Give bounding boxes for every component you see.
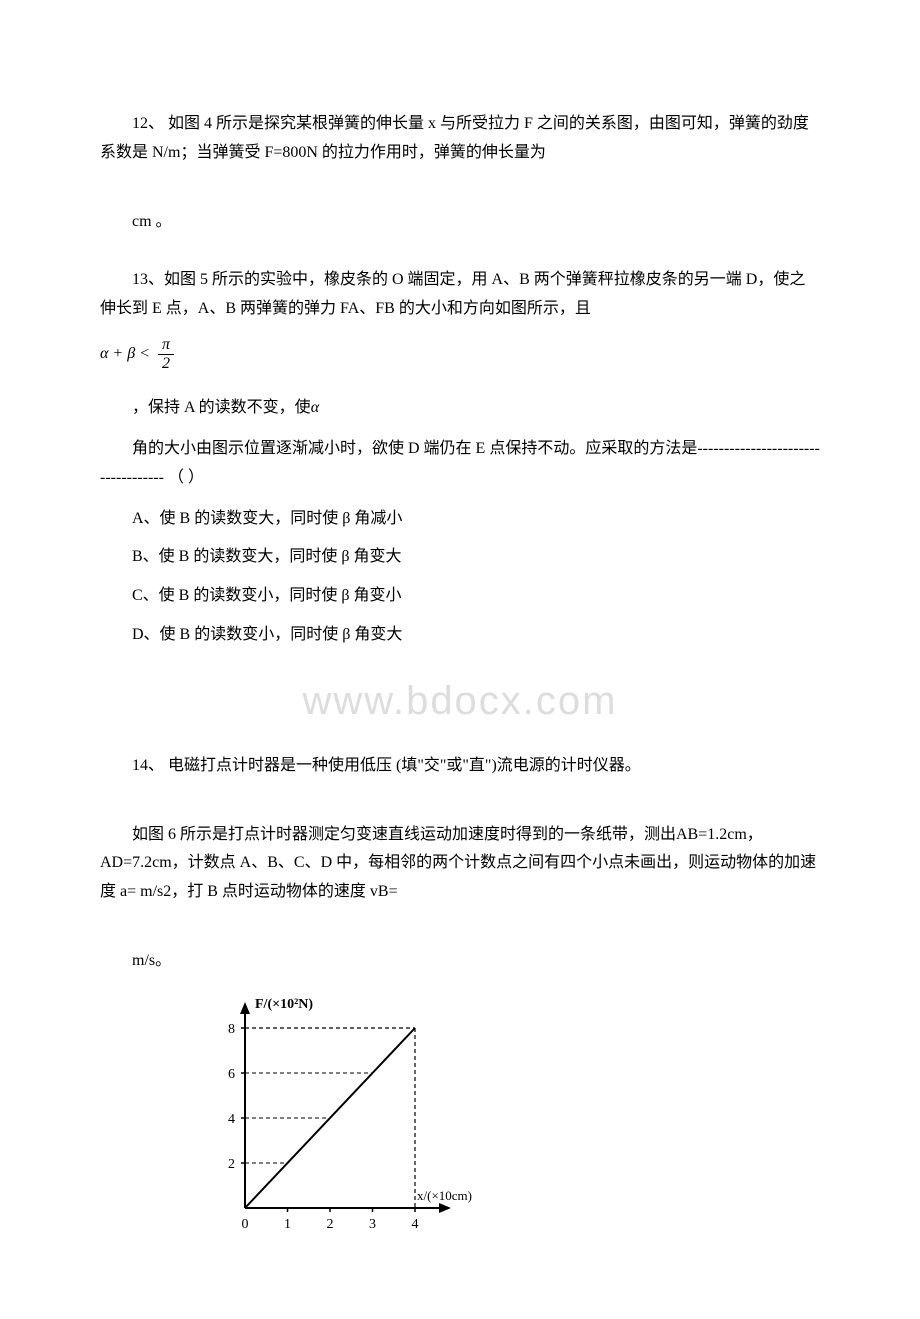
formula-numerator: π xyxy=(158,336,174,355)
svg-text:x/(×10cm): x/(×10cm) xyxy=(417,1188,472,1203)
q13-line3: 角的大小由图示位置逐渐减小时，欲使 D 端仍在 E 点保持不动。应采取的方法是-… xyxy=(100,435,820,493)
svg-text:2: 2 xyxy=(228,1157,235,1172)
svg-text:4: 4 xyxy=(412,1217,419,1232)
spacer xyxy=(100,248,820,266)
alpha-symbol: α xyxy=(311,399,319,416)
q13-line3-text: 角的大小由图示位置逐渐减小时，欲使 D 端仍在 E 点保持不动。应采取的方法是-… xyxy=(100,440,820,486)
q14-line2: 如图 6 所示是打点计时器测定匀变速直线运动加速度时得到的一条纸带，测出AB=1… xyxy=(100,821,820,907)
spacer xyxy=(100,376,820,394)
watermark: www.bdocx.com xyxy=(100,665,820,737)
formula-denominator: 2 xyxy=(158,355,174,373)
q13-line1: 13、如图 5 所示的实验中，橡皮条的 O 端固定，用 A、B 两个弹簧秤拉橡皮… xyxy=(100,266,820,324)
q13-option-a: A、使 B 的读数变大，同时使 β 角减小 xyxy=(100,505,820,534)
q13-option-d: D、使 B 的读数变小，同时使 β 角变大 xyxy=(100,621,820,650)
svg-text:2: 2 xyxy=(327,1217,334,1232)
chart-svg: 2 4 6 8 0 1 2 3 4 F/(×10²N) x/(×10cm) xyxy=(190,988,500,1248)
svg-text:3: 3 xyxy=(369,1217,376,1232)
spacer xyxy=(100,180,820,208)
q13-line2-text: ，保持 A 的读数不变，使 xyxy=(132,399,311,416)
q14-line1: 14、 电磁打点计时器是一种使用低压 (填"交"或"直")流电源的计时仪器。 xyxy=(100,752,820,781)
chart-figure: 2 4 6 8 0 1 2 3 4 F/(×10²N) x/(×10cm) xyxy=(190,988,820,1259)
svg-text:6: 6 xyxy=(228,1067,235,1082)
q13-line2: ，保持 A 的读数不变，使α xyxy=(100,394,820,423)
q12-line1: 12、 如图 4 所示是探究某根弹簧的伸长量 x 与所受拉力 F 之间的关系图，… xyxy=(100,110,820,168)
q13-option-b: B、使 B 的读数变大，同时使 β 角变大 xyxy=(100,543,820,572)
q14-line3: m/s。 xyxy=(100,947,820,976)
svg-text:0: 0 xyxy=(242,1217,249,1232)
svg-text:8: 8 xyxy=(228,1022,235,1037)
formula-lhs: α + β < xyxy=(100,345,150,362)
q13-option-c: C、使 B 的读数变小，同时使 β 角变小 xyxy=(100,582,820,611)
spacer xyxy=(100,793,820,821)
svg-text:F/(×10²N): F/(×10²N) xyxy=(255,997,313,1012)
q13-formula: α + β < π 2 xyxy=(100,336,820,372)
svg-text:4: 4 xyxy=(228,1112,235,1127)
q12-line2: cm 。 xyxy=(100,208,820,237)
spacer xyxy=(100,919,820,947)
svg-text:1: 1 xyxy=(284,1217,291,1232)
